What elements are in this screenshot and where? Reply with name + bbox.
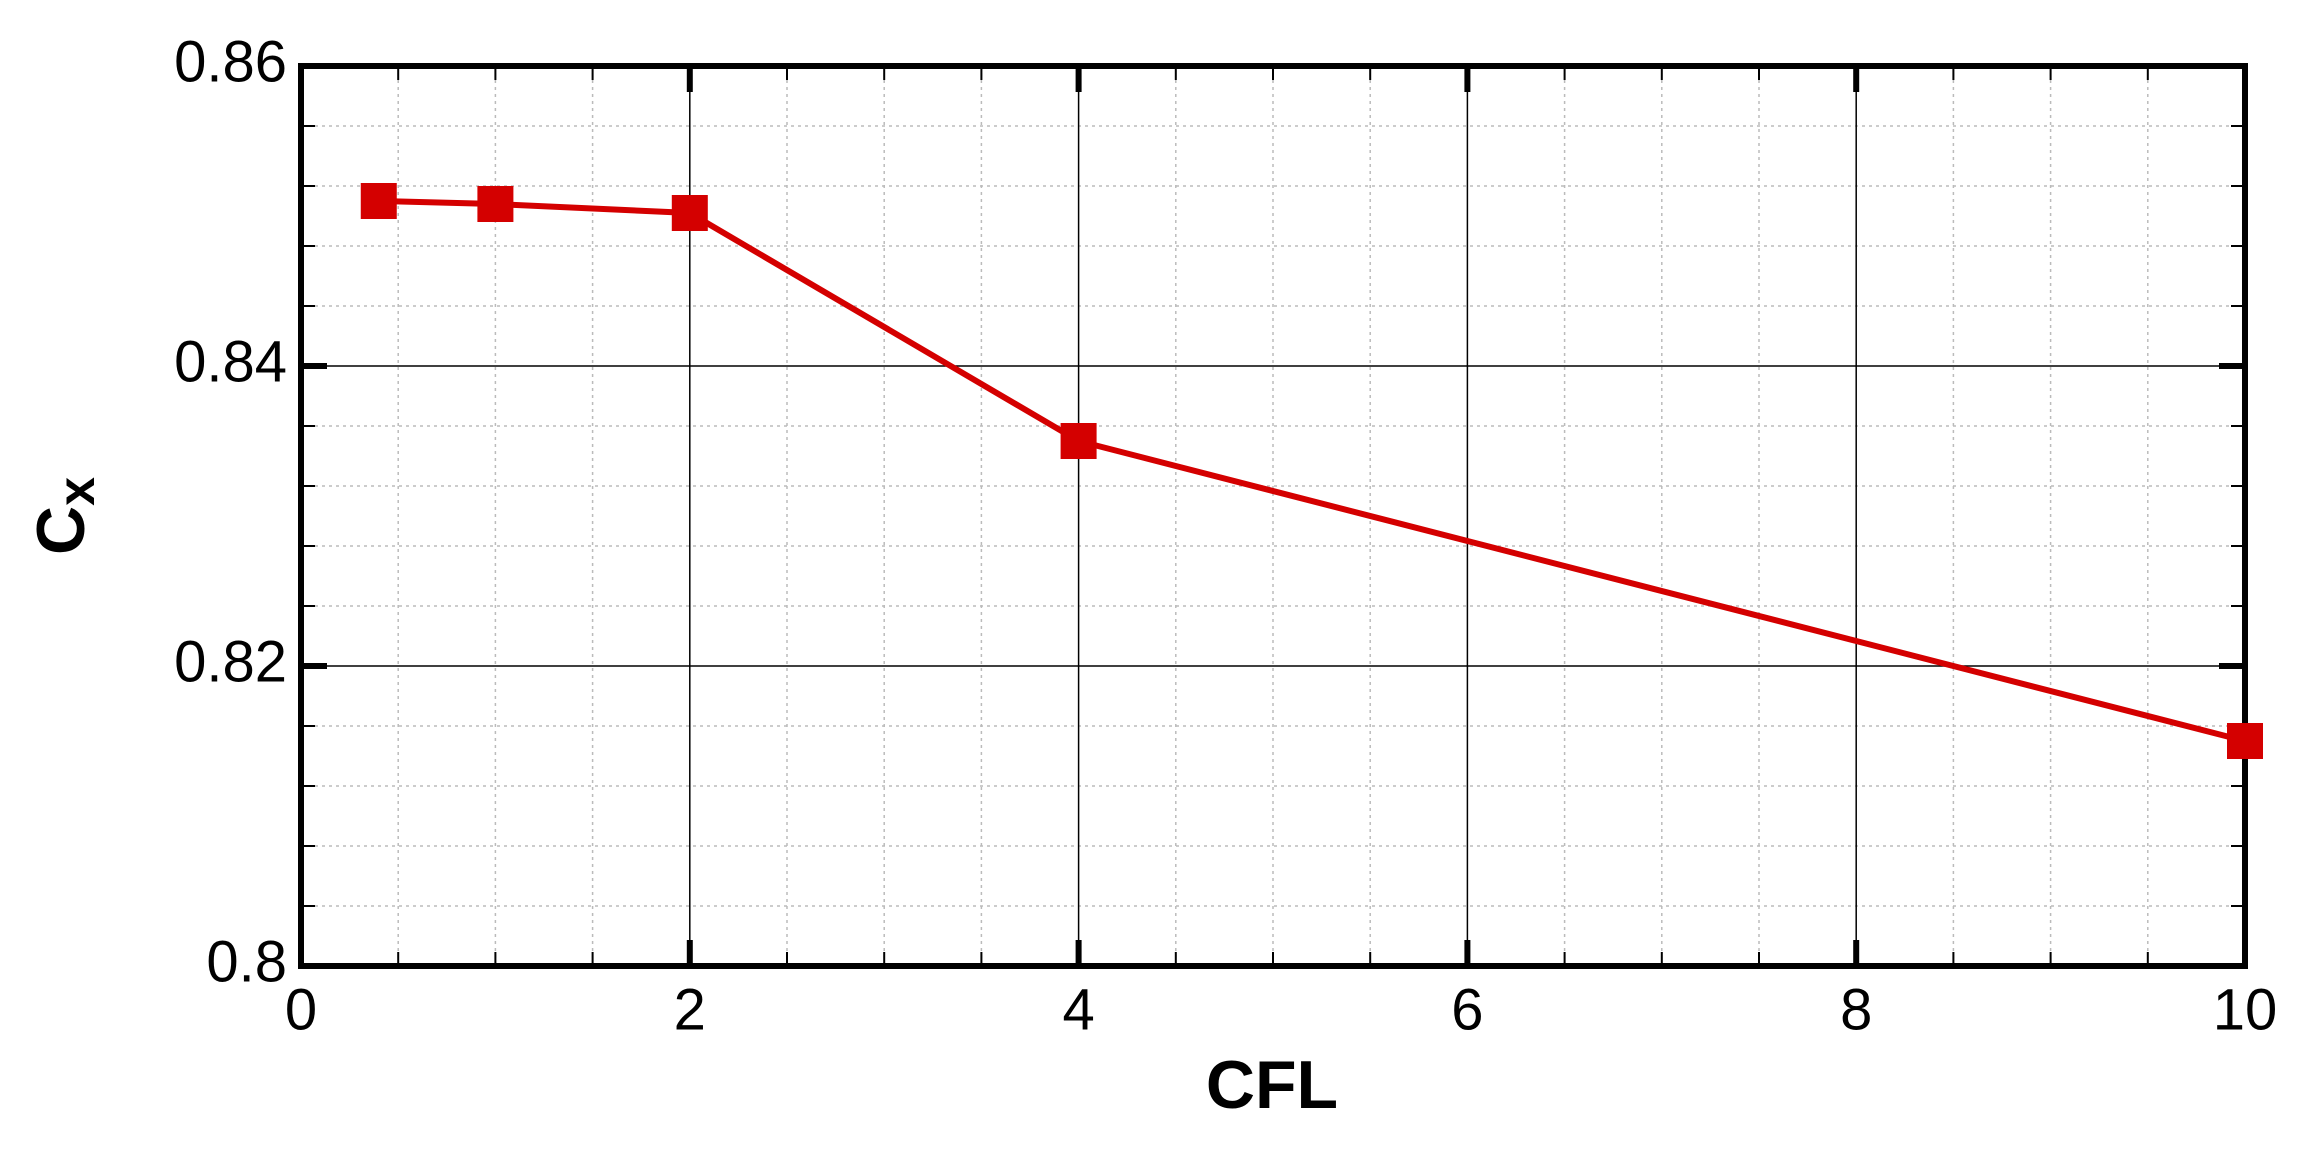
marker <box>2227 723 2263 759</box>
y-tick-label: 0.86 <box>174 29 287 94</box>
x-axis-label: CFL <box>1206 1047 1338 1123</box>
x-tick-label: 10 <box>2213 977 2278 1042</box>
x-tick-label: 6 <box>1451 977 1483 1042</box>
x-tick-label: 4 <box>1062 977 1094 1042</box>
x-tick-label: 0 <box>285 977 317 1042</box>
marker <box>360 183 397 219</box>
y-axis-label: Cx <box>23 477 106 555</box>
y-tick-label: 0.84 <box>174 329 287 394</box>
x-tick-label: 8 <box>1840 977 1872 1042</box>
marker <box>1060 423 1097 459</box>
marker <box>671 195 708 231</box>
y-tick-label: 0.82 <box>174 629 287 694</box>
line <box>378 198 2246 744</box>
plot-frame <box>298 63 2248 969</box>
y-tick-label: 0.8 <box>206 929 287 994</box>
x-tick-label: 2 <box>674 977 706 1042</box>
y-axis-label-main: C <box>23 506 99 555</box>
y-axis-label-sub: x <box>48 477 106 506</box>
marker <box>477 186 514 222</box>
